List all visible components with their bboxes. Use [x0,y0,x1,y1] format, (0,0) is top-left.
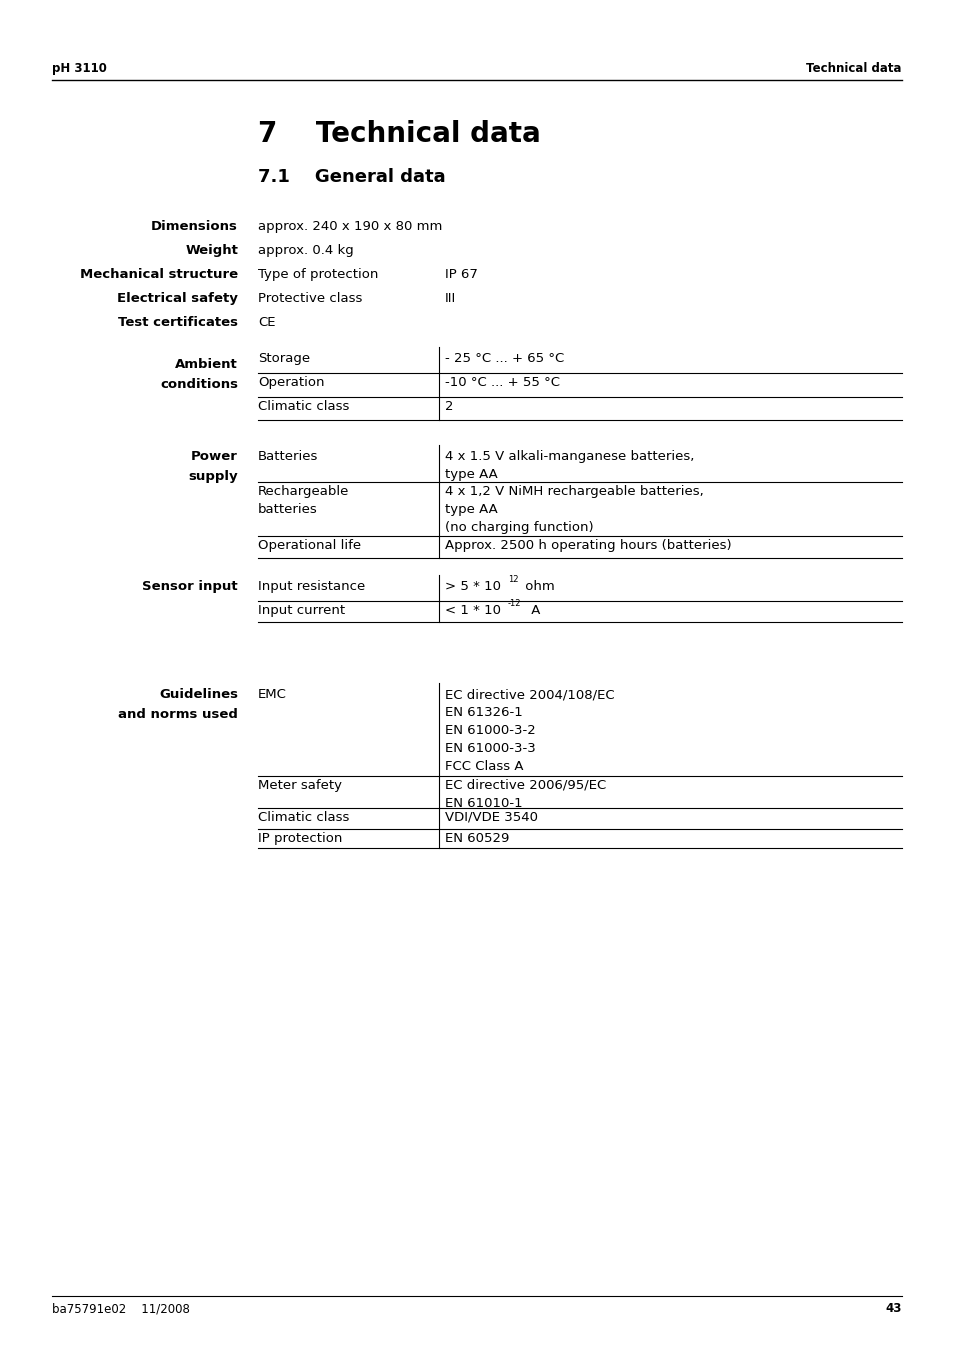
Text: 2: 2 [444,400,453,413]
Text: Type of protection: Type of protection [257,267,378,281]
Text: EN 60529: EN 60529 [444,832,509,844]
Text: Ambient: Ambient [175,358,237,372]
Text: supply: supply [188,470,237,484]
Text: Protective class: Protective class [257,292,362,305]
Text: IP 67: IP 67 [444,267,477,281]
Text: and norms used: and norms used [118,708,237,721]
Text: Climatic class: Climatic class [257,400,349,413]
Text: 12: 12 [507,576,518,584]
Text: approx. 240 x 190 x 80 mm: approx. 240 x 190 x 80 mm [257,220,442,232]
Text: FCC Class A: FCC Class A [444,761,523,773]
Text: (no charging function): (no charging function) [444,521,593,534]
Text: VDI/VDE 3540: VDI/VDE 3540 [444,811,537,824]
Text: batteries: batteries [257,503,317,516]
Text: Operational life: Operational life [257,539,361,553]
Text: Test certificates: Test certificates [118,316,237,330]
Text: type AA: type AA [444,503,497,516]
Text: 7.1    General data: 7.1 General data [257,168,445,186]
Text: ba75791e02    11/2008: ba75791e02 11/2008 [52,1302,190,1315]
Text: < 1 * 10: < 1 * 10 [444,604,500,617]
Text: Power: Power [191,450,237,463]
Text: Rechargeable: Rechargeable [257,485,349,499]
Text: - 25 °C ... + 65 °C: - 25 °C ... + 65 °C [444,353,563,365]
Text: approx. 0.4 kg: approx. 0.4 kg [257,245,354,257]
Text: EN 61326-1: EN 61326-1 [444,707,522,719]
Text: -10 °C ... + 55 °C: -10 °C ... + 55 °C [444,376,559,389]
Text: EC directive 2006/95/EC: EC directive 2006/95/EC [444,780,605,792]
Text: III: III [444,292,456,305]
Text: Meter safety: Meter safety [257,780,341,792]
Text: Dimensions: Dimensions [151,220,237,232]
Text: 4 x 1.5 V alkali-manganese batteries,: 4 x 1.5 V alkali-manganese batteries, [444,450,694,463]
Text: Climatic class: Climatic class [257,811,349,824]
Text: EN 61000-3-2: EN 61000-3-2 [444,724,536,738]
Text: EC directive 2004/108/EC: EC directive 2004/108/EC [444,688,614,701]
Text: -12: -12 [507,598,521,608]
Text: Input resistance: Input resistance [257,580,365,593]
Text: Weight: Weight [185,245,237,257]
Text: pH 3110: pH 3110 [52,62,107,76]
Text: CE: CE [257,316,275,330]
Text: Technical data: Technical data [805,62,901,76]
Text: Electrical safety: Electrical safety [117,292,237,305]
Text: Operation: Operation [257,376,324,389]
Text: Sensor input: Sensor input [142,580,237,593]
Text: Storage: Storage [257,353,310,365]
Text: ohm: ohm [520,580,554,593]
Text: A: A [526,604,539,617]
Text: Guidelines: Guidelines [159,688,237,701]
Text: type AA: type AA [444,467,497,481]
Text: > 5 * 10: > 5 * 10 [444,580,500,593]
Text: Approx. 2500 h operating hours (batteries): Approx. 2500 h operating hours (batterie… [444,539,731,553]
Text: 43: 43 [884,1302,901,1315]
Text: Mechanical structure: Mechanical structure [80,267,237,281]
Text: 4 x 1,2 V NiMH rechargeable batteries,: 4 x 1,2 V NiMH rechargeable batteries, [444,485,703,499]
Text: conditions: conditions [160,378,237,390]
Text: EN 61000-3-3: EN 61000-3-3 [444,742,536,755]
Text: IP protection: IP protection [257,832,342,844]
Text: Input current: Input current [257,604,345,617]
Text: Batteries: Batteries [257,450,318,463]
Text: EN 61010-1: EN 61010-1 [444,797,522,811]
Text: EMC: EMC [257,688,287,701]
Text: 7    Technical data: 7 Technical data [257,120,540,149]
